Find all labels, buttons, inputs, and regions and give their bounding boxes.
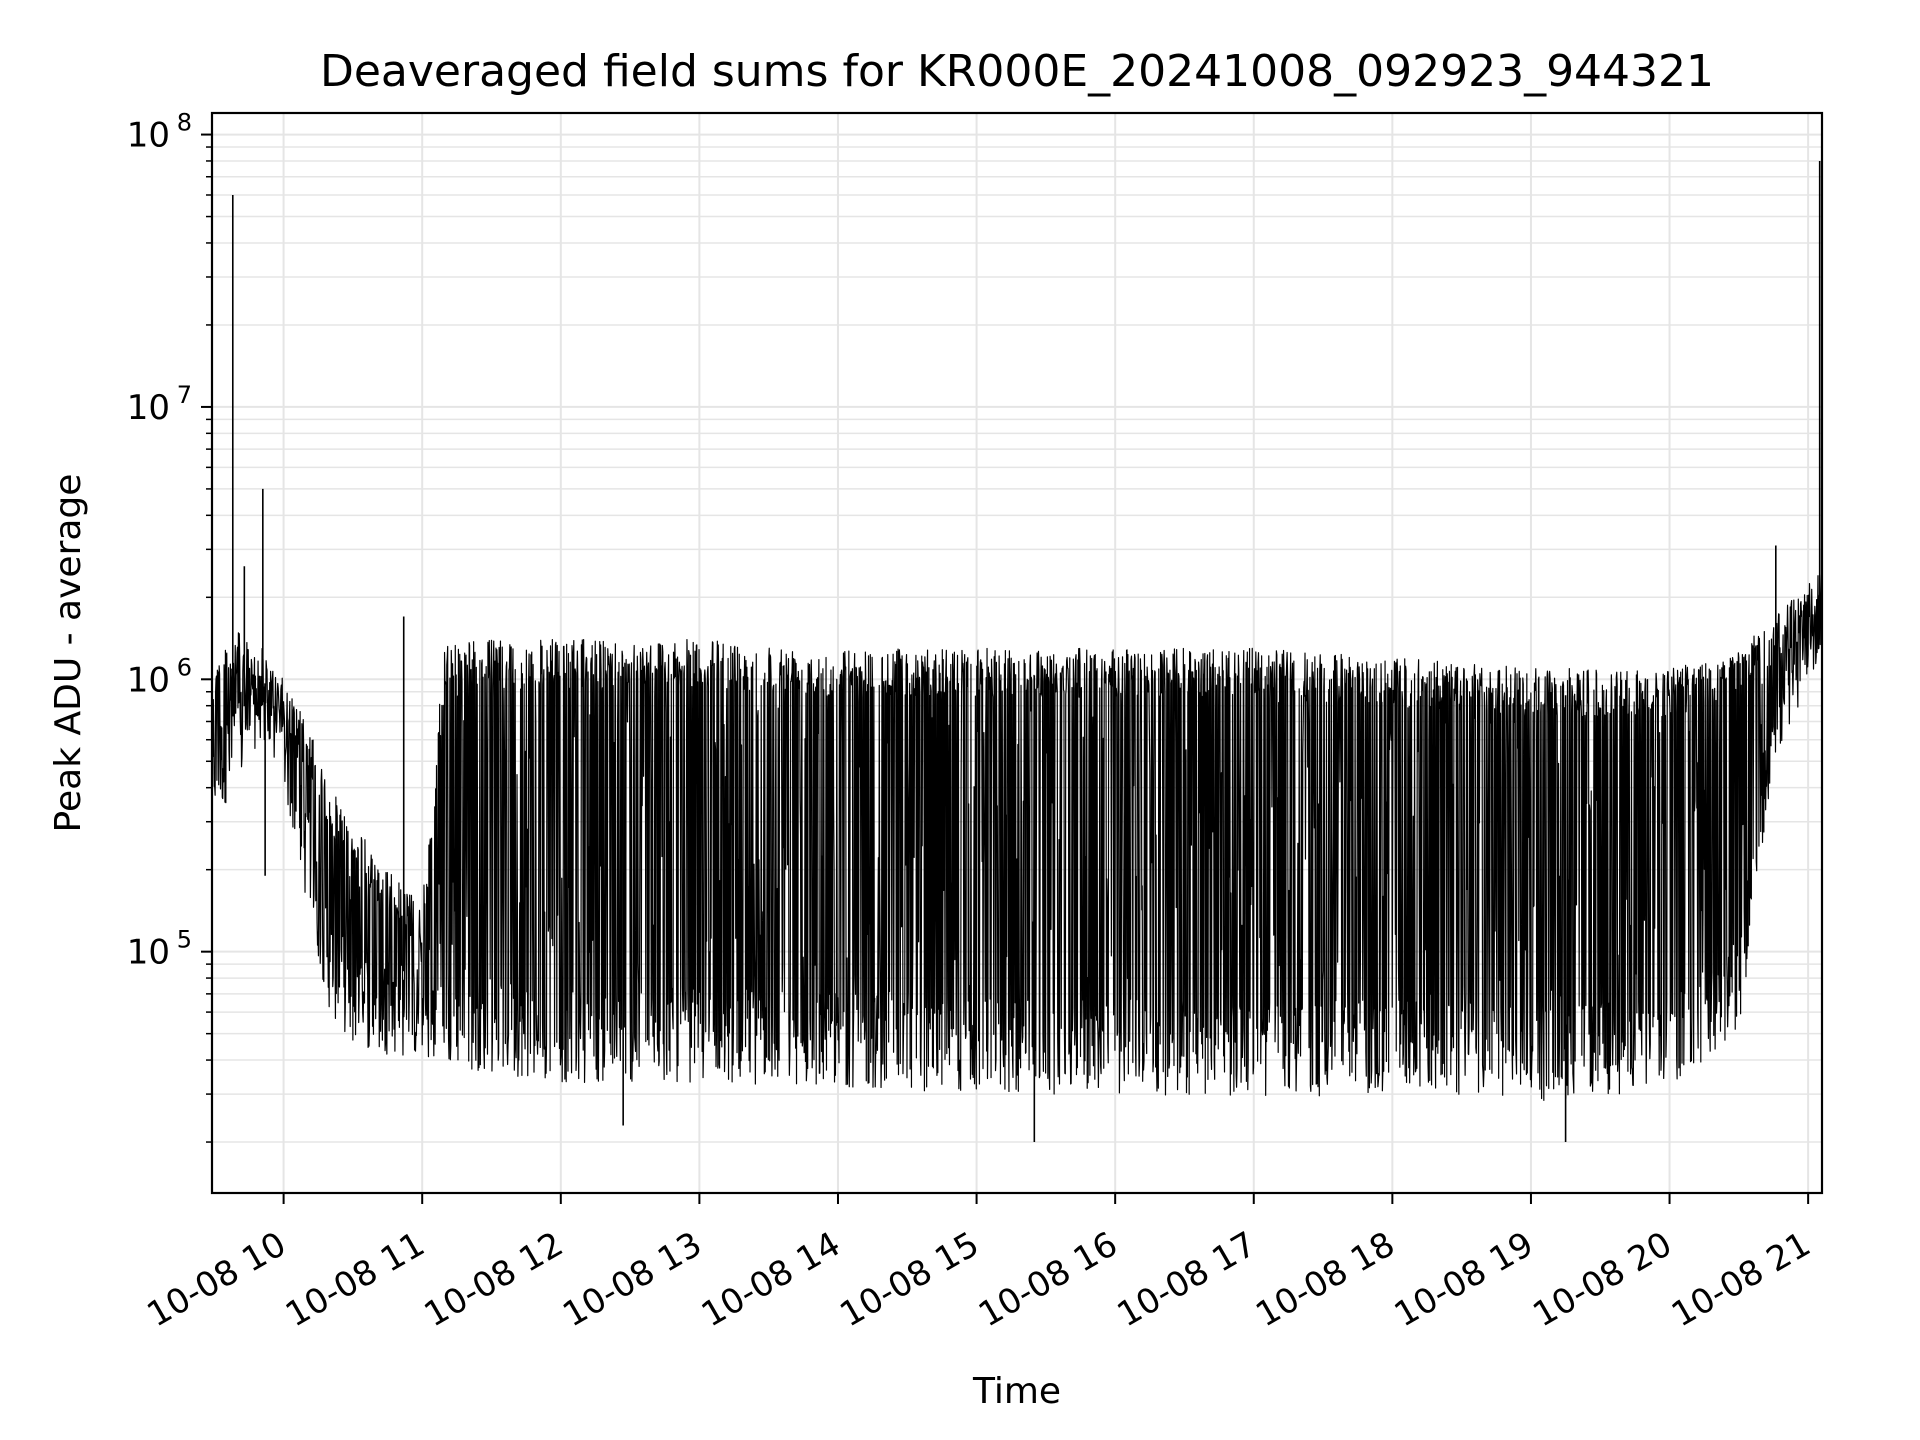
y-axis-label: Peak ADU - average <box>48 474 89 833</box>
y-tick-label: 10 <box>127 933 170 973</box>
x-axis-label: Time <box>972 1371 1061 1412</box>
y-tick-label: 10 <box>127 116 170 156</box>
series-line-group <box>212 160 1822 1143</box>
y-tick-exponent: 5 <box>177 926 192 954</box>
y-tick-label: 10 <box>127 660 170 700</box>
y-tick-label: 10 <box>127 388 170 428</box>
y-tick-exponent: 8 <box>177 109 192 137</box>
y-tick-exponent: 6 <box>177 653 192 681</box>
plot-frame <box>210 111 1824 1195</box>
series-line <box>212 573 1822 1101</box>
chart-title: Deaveraged field sums for KR000E_2024100… <box>320 46 1714 97</box>
y-tick-exponent: 7 <box>177 381 192 409</box>
